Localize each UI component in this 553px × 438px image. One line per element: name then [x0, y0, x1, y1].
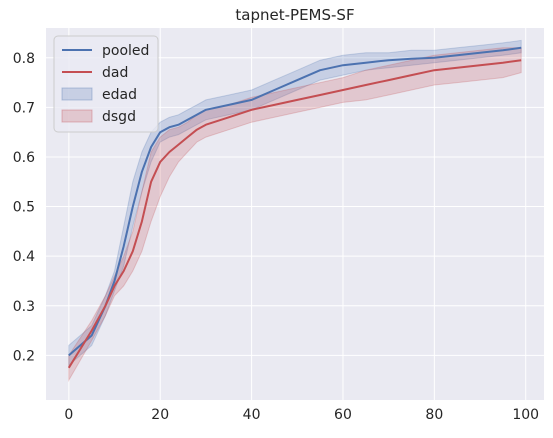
series-line-pooled: [68, 46, 522, 357]
x-tick-labels: 0 20 40 60 80 100: [64, 407, 539, 423]
x-tick-label: 20: [151, 407, 169, 423]
x-tick-label: 0: [64, 407, 73, 423]
series-line-dad: [67, 59, 522, 369]
y-tick-label: 0.6: [13, 150, 35, 166]
chart-title: tapnet-PEMS-SF: [235, 6, 354, 24]
band-edad: [68, 39, 522, 367]
legend-label: edad: [102, 87, 137, 103]
legend-label: dad: [102, 65, 128, 81]
legend: pooled dad edad dsgd: [53, 35, 159, 133]
legend-label: dsgd: [102, 109, 136, 125]
x-tick-label: 60: [334, 407, 352, 423]
legend-swatch: [61, 109, 93, 123]
x-tick-label: 80: [425, 407, 443, 423]
x-tick-label: 40: [243, 407, 261, 423]
x-tick-label: 100: [512, 407, 539, 423]
y-tick-label: 0.5: [13, 200, 35, 216]
y-tick-label: 0.3: [13, 299, 35, 315]
y-tick-label: 0.2: [13, 348, 35, 364]
legend-box: [53, 35, 159, 133]
y-tick-label: 0.7: [13, 100, 35, 116]
legend-label: pooled: [102, 43, 149, 59]
y-tick-labels: 0.2 0.3 0.4 0.5 0.6 0.7 0.8: [13, 51, 35, 365]
lines: [67, 46, 522, 369]
grid: [46, 28, 544, 400]
bands: [68, 39, 522, 383]
y-tick-label: 0.4: [13, 249, 35, 265]
y-tick-label: 0.8: [13, 51, 35, 67]
band-dsgd: [68, 47, 522, 383]
legend-swatch: [61, 87, 93, 101]
